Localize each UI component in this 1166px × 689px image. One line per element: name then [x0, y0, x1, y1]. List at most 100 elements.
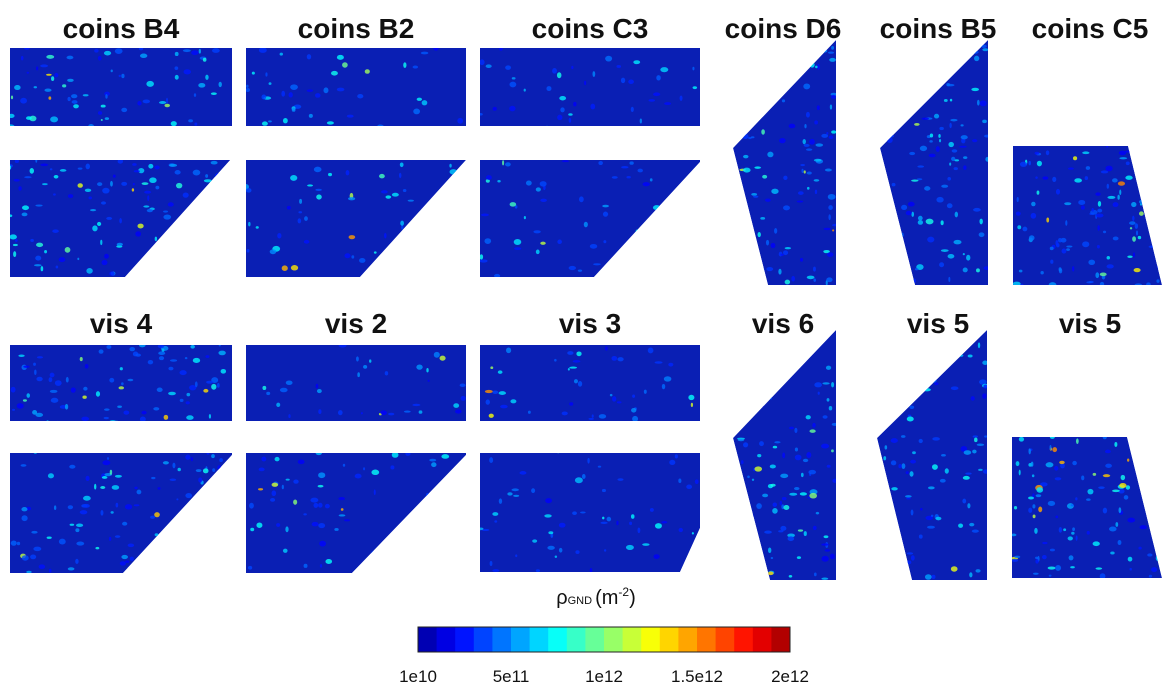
- speckle: [1070, 504, 1074, 507]
- speckle: [612, 396, 617, 402]
- colorbar-step: [455, 627, 475, 652]
- speckle: [318, 522, 326, 529]
- speckle: [497, 370, 503, 374]
- speckle: [506, 347, 512, 354]
- speckle: [67, 194, 74, 199]
- speckle: [1055, 515, 1059, 519]
- speckle: [185, 492, 193, 499]
- speckle: [1157, 509, 1162, 515]
- speckle: [1014, 555, 1021, 559]
- speckle: [940, 249, 949, 252]
- speckle: [583, 221, 588, 228]
- speckle: [1137, 474, 1140, 479]
- speckle: [251, 71, 255, 75]
- speckle: [545, 498, 552, 504]
- speckle: [485, 399, 490, 405]
- speckle: [70, 387, 76, 393]
- speckle: [348, 235, 356, 240]
- speckle: [178, 263, 184, 266]
- speckle: [1028, 235, 1035, 241]
- speckle: [492, 512, 499, 516]
- speckle: [1102, 437, 1107, 440]
- speckle: [338, 514, 346, 517]
- speckle: [676, 190, 684, 195]
- speckle: [139, 53, 148, 59]
- speckle: [800, 472, 804, 478]
- speckle: [620, 77, 626, 84]
- speckle: [502, 160, 505, 166]
- speckle: [547, 545, 555, 550]
- colorbar-tick-label: 1e12: [585, 667, 623, 686]
- speckle: [982, 119, 987, 124]
- speckle: [69, 523, 75, 526]
- speckle: [85, 475, 90, 482]
- speckle: [575, 550, 580, 554]
- speckle: [36, 356, 43, 359]
- speckle: [939, 126, 944, 131]
- speckle: [29, 167, 35, 174]
- speckle: [1096, 244, 1100, 249]
- speckle: [169, 478, 177, 482]
- speckle: [1139, 525, 1147, 530]
- unit-close: ): [629, 587, 636, 609]
- speckle: [554, 555, 558, 558]
- speckle: [929, 133, 934, 138]
- speckle: [311, 521, 319, 527]
- speckle: [767, 571, 774, 576]
- speckle: [119, 367, 123, 371]
- speckle: [1131, 202, 1137, 208]
- speckle: [803, 83, 811, 90]
- speckle: [929, 140, 933, 143]
- speckle: [913, 278, 916, 283]
- speckle: [1097, 200, 1102, 207]
- speckle: [26, 116, 32, 120]
- speckle: [733, 455, 737, 462]
- speckle: [84, 363, 89, 369]
- speckle: [100, 118, 103, 122]
- speckle: [154, 533, 159, 537]
- speckle: [900, 435, 906, 438]
- speckle: [772, 445, 778, 449]
- speckle: [172, 243, 177, 248]
- speckle: [768, 547, 772, 554]
- speckle: [1012, 558, 1019, 562]
- speckle: [399, 162, 404, 168]
- speckle: [133, 504, 140, 507]
- speckle: [53, 193, 56, 196]
- colorbar-step: [604, 627, 624, 652]
- speckle: [601, 488, 606, 493]
- speckle: [1127, 458, 1130, 462]
- speckle: [330, 70, 338, 76]
- speckle: [103, 50, 112, 56]
- speckle: [1088, 259, 1096, 266]
- colorbar-step: [548, 627, 568, 652]
- speckle: [1060, 463, 1065, 469]
- speckle: [1067, 536, 1073, 541]
- speckle: [654, 361, 663, 364]
- speckle: [1090, 209, 1098, 215]
- speckle: [815, 65, 818, 69]
- speckle: [400, 220, 405, 226]
- speckle: [602, 516, 605, 520]
- speckle: [307, 184, 314, 187]
- speckle: [938, 134, 941, 138]
- speckle: [882, 511, 890, 514]
- speckle: [881, 338, 886, 341]
- speckle: [1049, 548, 1055, 552]
- speckle: [210, 160, 218, 165]
- speckle: [919, 145, 928, 152]
- speckle: [572, 511, 577, 516]
- speckle: [928, 486, 935, 490]
- speckle: [1153, 511, 1158, 518]
- speckle: [539, 181, 547, 187]
- speckle: [34, 369, 37, 376]
- speckle: [247, 565, 253, 570]
- speckle: [1030, 212, 1037, 219]
- speckle: [195, 469, 202, 472]
- speckle: [962, 498, 967, 504]
- speckle: [1134, 223, 1139, 229]
- speckle: [794, 447, 799, 452]
- speckle: [157, 345, 165, 349]
- speckle: [1117, 540, 1122, 546]
- speckle: [511, 488, 519, 492]
